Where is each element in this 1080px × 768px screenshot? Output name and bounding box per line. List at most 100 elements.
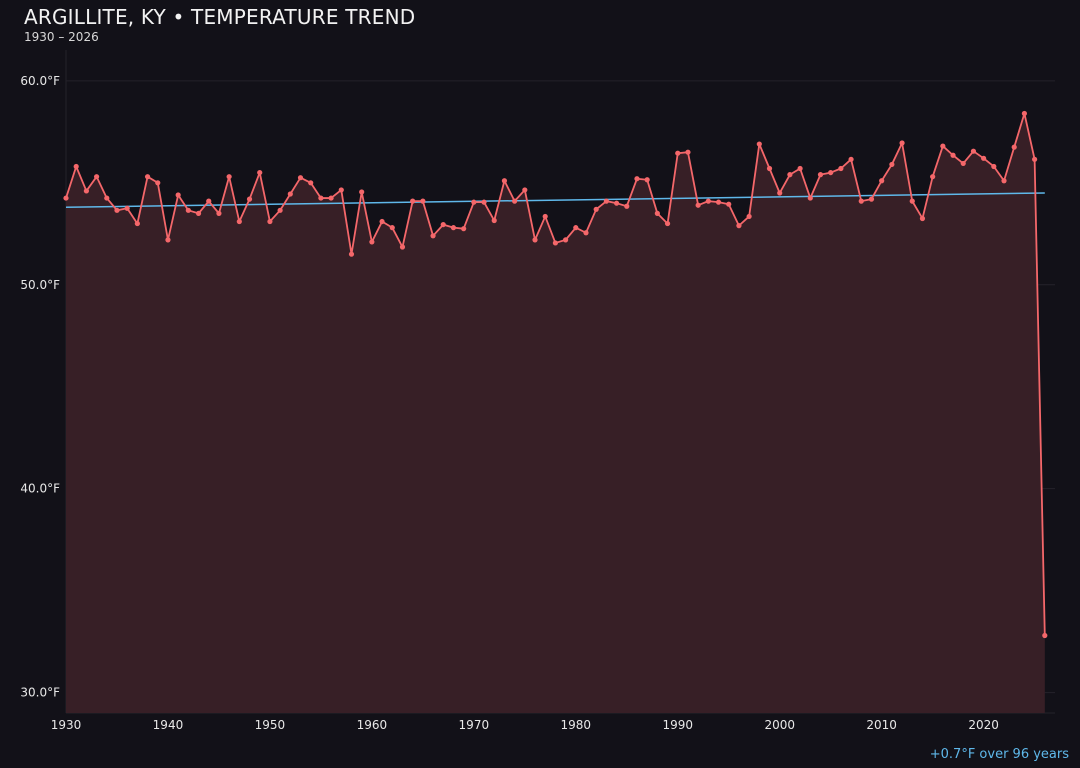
data-point (328, 195, 334, 201)
data-point (583, 230, 589, 236)
data-point (165, 237, 171, 243)
data-point (644, 177, 650, 183)
data-point (634, 176, 640, 182)
data-point (471, 199, 477, 205)
data-point (175, 192, 181, 198)
data-point (532, 237, 538, 243)
data-point (868, 196, 875, 202)
y-tick-label: 30.0°F (20, 686, 60, 700)
x-tick-label: 1990 (662, 718, 693, 732)
data-point (675, 150, 681, 156)
data-point (797, 165, 803, 172)
data-point (960, 160, 966, 167)
data-point (858, 198, 864, 204)
data-point (1021, 110, 1028, 117)
y-tick-label: 40.0°F (20, 482, 60, 496)
data-point (603, 198, 609, 204)
x-tick-label: 1930 (51, 718, 82, 732)
data-point (63, 195, 69, 201)
x-tick-label: 1970 (459, 718, 490, 732)
data-point (512, 198, 518, 204)
data-point (726, 201, 732, 207)
x-tick-label: 1960 (357, 718, 388, 732)
data-point (817, 172, 824, 178)
data-point (491, 217, 497, 224)
data-point (1032, 156, 1038, 162)
data-point (1042, 632, 1048, 639)
y-tick-label: 60.0°F (20, 74, 60, 88)
data-point (848, 156, 854, 162)
data-point (552, 240, 559, 246)
data-point (542, 213, 548, 220)
data-point (348, 251, 355, 257)
data-point (226, 174, 232, 180)
data-point (83, 188, 89, 194)
data-point (379, 218, 385, 225)
data-point (981, 155, 987, 161)
data-point (685, 149, 691, 155)
data-point (420, 198, 426, 204)
data-point (124, 205, 130, 211)
data-point (144, 174, 151, 180)
data-point (970, 148, 977, 154)
data-point (216, 210, 222, 216)
data-point (736, 223, 742, 229)
data-point (879, 178, 885, 184)
data-point (134, 220, 140, 227)
x-tick-label: 1980 (561, 718, 592, 732)
x-tick-label: 2010 (866, 718, 897, 732)
data-point (501, 178, 508, 184)
data-point (461, 226, 467, 232)
data-point (450, 225, 457, 231)
data-point (297, 175, 304, 181)
data-point (807, 195, 813, 201)
x-tick-label: 1940 (153, 718, 184, 732)
data-point (104, 195, 110, 201)
data-point (257, 169, 263, 176)
data-point (991, 163, 997, 170)
data-point (613, 200, 620, 206)
data-point (919, 215, 926, 222)
data-point (1001, 178, 1007, 184)
data-point (715, 199, 722, 205)
data-point (828, 169, 834, 176)
data-point (440, 221, 446, 228)
data-point (1011, 144, 1017, 150)
x-tick-label: 2020 (968, 718, 999, 732)
data-point (155, 180, 161, 186)
data-point (267, 218, 273, 225)
y-tick-label: 50.0°F (20, 278, 60, 292)
trend-line (65, 192, 1045, 209)
data-point (369, 239, 375, 245)
trend-note: +0.7°F over 96 years (929, 747, 1069, 762)
data-point (318, 195, 324, 201)
data-point (777, 190, 783, 196)
data-point (410, 198, 416, 204)
data-point (562, 237, 569, 243)
x-tick-label: 1950 (255, 718, 286, 732)
data-point (889, 161, 895, 168)
data-point (695, 202, 701, 208)
data-point (940, 143, 946, 149)
data-point (236, 218, 242, 225)
chart-subtitle: 1930 – 2026 (24, 30, 99, 44)
x-tick-label: 2000 (764, 718, 795, 732)
data-point (766, 165, 773, 172)
data-point (787, 172, 793, 178)
data-point (746, 213, 752, 220)
data-point (206, 198, 212, 204)
data-point (899, 140, 905, 146)
data-point (838, 165, 844, 172)
data-point (624, 203, 630, 209)
data-point (593, 206, 599, 212)
data-point (389, 225, 395, 231)
data-point (481, 199, 487, 205)
data-point (308, 180, 314, 186)
data-point (430, 233, 436, 239)
data-point (359, 189, 365, 195)
data-point (705, 198, 711, 204)
data-point (573, 225, 579, 231)
data-point (73, 163, 79, 170)
data-point (93, 174, 100, 180)
